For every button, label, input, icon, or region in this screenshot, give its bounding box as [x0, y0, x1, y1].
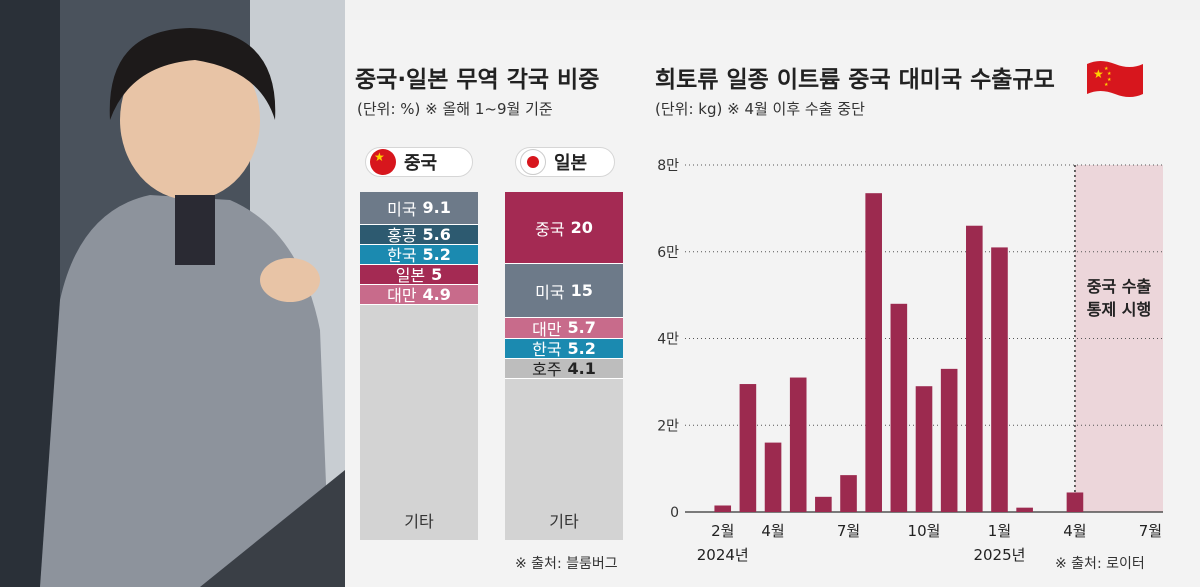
pill-china-label: 중국	[404, 153, 438, 174]
bar	[940, 368, 958, 512]
svg-text:★: ★	[1107, 71, 1112, 77]
segment-label: 한국	[387, 246, 417, 266]
x-tick-label: 10월	[908, 522, 941, 540]
svg-text:★: ★	[1093, 67, 1104, 81]
stack-segment: 한국 5.2	[360, 244, 478, 266]
x-tick-label: 4월	[1063, 522, 1086, 540]
china-flag-icon	[370, 149, 396, 175]
segment-label: 홍콩	[387, 226, 417, 246]
bar	[865, 193, 882, 512]
segment-label: 미국	[535, 282, 565, 302]
x-tick-label: 4월	[761, 522, 784, 540]
stack-segment: 대만 4.9	[360, 284, 478, 306]
x-tick-label: 1월	[988, 522, 1011, 540]
y-tick-label: 6만	[657, 245, 679, 261]
left-chart-source: ※ 출처: 블룸버그	[515, 556, 618, 572]
bar	[840, 475, 857, 512]
china-flag-icon: ★ ★ ★ ★ ★	[1087, 61, 1143, 97]
segment-value: 5	[431, 264, 443, 284]
stack-segment-other: 기타	[360, 304, 478, 540]
stack-segment: 미국 15	[505, 264, 623, 318]
stack-bar-japan: 중국 20 미국 15 대만 5.7 한국 5.2 호주 4.1 기타	[505, 192, 623, 540]
stack-segment: 대만 5.7	[505, 318, 623, 339]
yttrium-export-bar-chart: 0 2만 4만 6만 8만 2월 4월 7월 10월 1월 4월 7월 2024년 2025년 중국 수출통…	[657, 158, 1163, 564]
segment-value: 20	[570, 218, 593, 237]
segment-label: 미국	[387, 199, 417, 219]
bar	[739, 384, 757, 512]
y-tick-label: 8만	[657, 158, 679, 174]
japan-flag-icon	[520, 149, 546, 175]
segment-value: 5.2	[567, 338, 596, 358]
y-tick-label: 0	[670, 505, 679, 521]
bar	[714, 505, 732, 512]
bar	[915, 386, 933, 512]
segment-value: 5.7	[567, 318, 596, 338]
bar	[1016, 507, 1033, 512]
right-chart-title: 희토류 일종 이트륨 중국 대미국 수출규모	[655, 67, 1055, 93]
bar	[890, 303, 908, 512]
right-chart-subtitle: (단위: kg) ※ 4월 이후 수출 중단	[655, 100, 865, 118]
svg-text:★: ★	[1104, 66, 1109, 72]
pill-japan-label: 일본	[554, 153, 588, 174]
year-label: 2024년	[697, 546, 749, 564]
left-chart-subtitle: (단위: %) ※ 올해 1~9월 기준	[357, 100, 553, 118]
x-tick-label: 7월	[837, 522, 860, 540]
year-label: 2025년	[973, 546, 1025, 564]
segment-value: 4.1	[567, 358, 596, 378]
segment-label: 대만	[387, 286, 417, 306]
x-tick-label: 2월	[711, 522, 734, 540]
bar	[815, 496, 832, 512]
stack-segment: 호주 4.1	[505, 358, 623, 380]
stack-segment: 중국 20	[505, 192, 623, 264]
segment-value: 5.6	[422, 224, 451, 244]
stack-segment: 홍콩 5.6	[360, 224, 478, 246]
segment-label: 대만	[532, 319, 562, 339]
bar	[764, 442, 782, 512]
pill-japan: 일본	[515, 147, 615, 177]
right-chart-source: ※ 출처: 로이터	[1055, 556, 1145, 572]
stack-segment-other: 기타	[505, 378, 623, 540]
svg-text:★: ★	[1107, 77, 1112, 83]
stack-bar-china: 미국 9.1 홍콩 5.6 한국 5.2 일본 5 대만 4.9 기타	[360, 192, 478, 540]
segment-label: 한국	[532, 340, 562, 360]
bar	[1066, 492, 1084, 512]
svg-text:★: ★	[1104, 82, 1109, 88]
segment-value: 5.2	[422, 244, 451, 264]
x-tick-label: 7월	[1139, 522, 1162, 540]
y-tick-label: 4만	[657, 332, 679, 348]
bar	[991, 247, 1008, 512]
segment-value: 15	[570, 281, 593, 300]
segment-label: 일본	[395, 266, 426, 286]
segment-label: 호주	[532, 360, 562, 380]
annotation-line1: 중국 수출	[1087, 277, 1152, 296]
annotation-line2: 통제 시행	[1087, 300, 1151, 319]
segment-value: 9.1	[422, 198, 451, 218]
stack-segment: 일본 5	[360, 264, 478, 286]
segment-label: 중국	[535, 219, 565, 239]
pill-china: 중국	[365, 147, 473, 177]
left-chart-title: 중국·일본 무역 각국 비중	[355, 67, 600, 93]
y-tick-label: 2만	[657, 418, 679, 434]
stack-segment: 한국 5.2	[505, 338, 623, 360]
bar	[966, 225, 983, 512]
photo-speaker	[0, 0, 345, 587]
stack-segment: 미국 9.1	[360, 192, 478, 225]
segment-value: 4.9	[422, 284, 451, 304]
bar	[789, 377, 807, 512]
